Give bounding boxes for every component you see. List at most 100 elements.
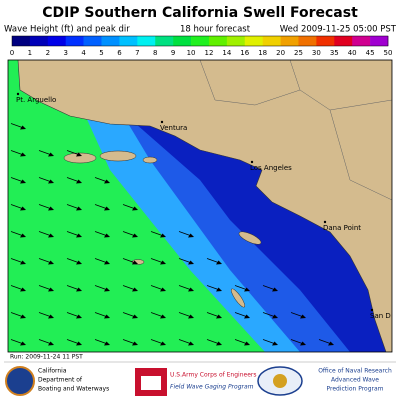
arrow-head [104, 341, 110, 346]
legend-tick-label: 30 [312, 49, 321, 57]
legend-swatch [12, 36, 31, 46]
legend-swatch [280, 36, 299, 46]
logo-text: Department of [38, 377, 83, 384]
land [17, 60, 392, 352]
legend-tick-label: 25 [294, 49, 303, 57]
place-label: Los Angeles [250, 164, 292, 172]
arrow-head [300, 341, 306, 346]
legend-tick-label: 1 [28, 49, 32, 57]
logo-text: Advanced Wave [331, 377, 379, 384]
arrow-head [48, 260, 54, 265]
arrow-head [48, 314, 54, 319]
legend-swatch [101, 36, 120, 46]
legend-tick-label: 6 [117, 49, 122, 57]
legend-tick-label: 7 [135, 49, 139, 57]
legend-swatch [119, 36, 138, 46]
arrow-head [160, 260, 166, 265]
arrow-head [76, 314, 82, 319]
arrow-head [76, 152, 82, 157]
legend-tick-label: 18 [258, 49, 267, 57]
legend-tick-label: 14 [222, 49, 231, 57]
arrow-head [132, 314, 138, 319]
legend-tick-label: 20 [276, 49, 285, 57]
arrow-head [104, 179, 110, 184]
run-time: Run: 2009-11-24 11 PST [10, 354, 83, 361]
arrow-head [132, 341, 138, 346]
arrow-head [76, 206, 82, 211]
legend-tick-label: 45 [366, 49, 375, 57]
island [63, 152, 97, 164]
arrow-head [244, 314, 250, 319]
arrow-head [216, 287, 222, 292]
arrow-head [20, 179, 26, 184]
arrow-head [272, 314, 278, 319]
logo-text: Office of Naval Research [318, 368, 392, 375]
valid-time: Wed 2009-11-25 05:00 PST [280, 25, 397, 35]
legend-swatch [316, 36, 335, 46]
arrow-head [216, 260, 222, 265]
arrow-head [104, 206, 110, 211]
logo-text: California [38, 368, 67, 375]
place-marker [370, 308, 374, 312]
arrow-head [328, 341, 334, 346]
place-label: Pt. Arguello [16, 96, 56, 104]
legend-swatch [47, 36, 67, 46]
island [99, 150, 137, 162]
map-frame [7, 59, 393, 353]
legend-swatch [137, 36, 156, 46]
arrow-head [20, 152, 26, 157]
arrow-head [132, 233, 138, 238]
arrow-head [20, 233, 26, 238]
arrow-head [132, 206, 138, 211]
arrow-head [20, 287, 26, 292]
legend-swatch [244, 36, 263, 46]
place-label: San D [370, 312, 391, 320]
arrow-head [216, 314, 222, 319]
arrow-head [132, 260, 138, 265]
legend-swatch [208, 36, 228, 46]
legend-tick-label: 50 [384, 49, 393, 57]
island [230, 288, 246, 308]
legend-tick-label: 3 [63, 49, 67, 57]
legend-swatch [334, 36, 353, 46]
arrow-head [48, 341, 54, 346]
usace-castle [141, 376, 161, 390]
dbw-logo [5, 366, 35, 396]
arrow-head [160, 341, 166, 346]
county-line [329, 109, 392, 201]
legend-swatch [352, 36, 371, 46]
subtitle: Wave Height (ft) and peak dir [4, 25, 130, 35]
legend-swatch [191, 36, 210, 46]
arrow-head [188, 287, 194, 292]
legend-tick-label: 5 [99, 49, 103, 57]
arrow-head [188, 314, 194, 319]
arrow-head [20, 125, 26, 130]
place-marker [16, 92, 20, 96]
arrow-head [272, 341, 278, 346]
arrow-head [244, 341, 250, 346]
place-marker [160, 120, 164, 124]
logo-text: U.S.Army Corps of Engineers [170, 372, 257, 379]
island [142, 156, 158, 164]
place-marker [323, 220, 327, 224]
title: CDIP Southern California Swell Forecast [42, 5, 358, 21]
arrow-head [104, 233, 110, 238]
arrow-head [20, 314, 26, 319]
place-marker [250, 160, 254, 164]
arrow-head [300, 314, 306, 319]
forecast-hour: 18 hour forecast [180, 25, 251, 35]
arrow-head [160, 314, 166, 319]
legend-tick-label: 4 [81, 49, 86, 57]
legend-tick-label: 40 [348, 49, 357, 57]
arrow-head [76, 233, 82, 238]
arrow-head [272, 287, 278, 292]
arrow-head [104, 260, 110, 265]
legend-tick-label: 35 [330, 49, 339, 57]
arrow-head [244, 287, 250, 292]
legend-swatch [173, 36, 192, 46]
arrow-head [76, 287, 82, 292]
legend-tick-label: 16 [240, 49, 249, 57]
arrow-head [48, 233, 54, 238]
arrow-head [104, 287, 110, 292]
